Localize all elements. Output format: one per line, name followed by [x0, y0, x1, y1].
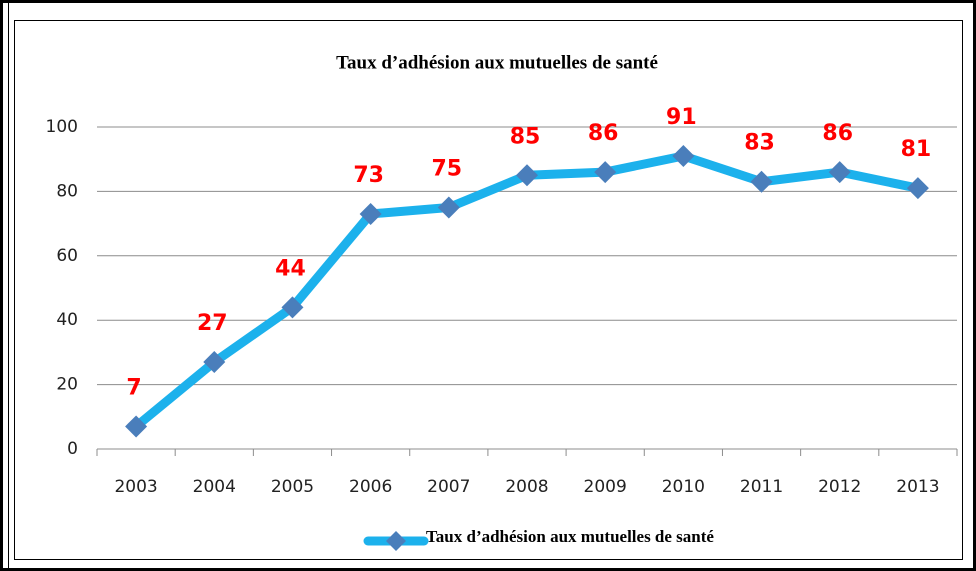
data-label: 73 [353, 163, 384, 188]
x-tick-label: 2010 [662, 477, 705, 497]
marker [750, 170, 773, 193]
x-tick-label: 2007 [427, 477, 470, 497]
data-label: 75 [432, 157, 463, 182]
data-label: 86 [822, 121, 853, 146]
marker [125, 415, 148, 438]
x-tick-label: 2012 [818, 477, 861, 497]
data-label: 91 [666, 105, 697, 130]
x-tick-label: 2008 [505, 477, 548, 497]
x-tick-label: 2006 [349, 477, 392, 497]
data-label: 83 [744, 131, 775, 156]
line [131, 151, 923, 431]
data-label: 7 [126, 375, 141, 400]
chart-frame [14, 20, 963, 560]
data-label: 86 [588, 121, 619, 146]
marker [203, 351, 226, 374]
x-tick-label: 2011 [740, 477, 783, 497]
marker [594, 161, 617, 184]
marker [906, 177, 929, 200]
marker [828, 161, 851, 184]
x-tick-label: 2009 [584, 477, 627, 497]
legend-label: Taux d’adhésion aux mutuelles de santé [426, 527, 714, 546]
marker [672, 144, 695, 167]
x-tick-label: 2003 [114, 477, 157, 497]
chart-title: Taux d’adhésion aux mutuelles de santé [336, 52, 658, 73]
y-tick-label: 60 [56, 246, 78, 266]
data-label: 27 [197, 311, 228, 336]
y-tick-label: 100 [46, 117, 78, 137]
x-tick-label: 2004 [193, 477, 236, 497]
x-tick-label: 2013 [896, 477, 939, 497]
data-label: 44 [275, 256, 306, 281]
data-label: 81 [901, 137, 932, 162]
marker [437, 196, 460, 219]
marker [359, 202, 382, 225]
y-tick-label: 80 [56, 181, 78, 201]
y-tick-label: 40 [56, 310, 78, 330]
marker [516, 164, 538, 187]
x-tick-label: 2005 [271, 477, 314, 497]
legend-marker [386, 531, 406, 551]
y-tick-label: 0 [67, 439, 78, 459]
y-tick-label: 20 [56, 375, 78, 395]
marker [281, 296, 304, 319]
data-label: 85 [510, 124, 541, 149]
